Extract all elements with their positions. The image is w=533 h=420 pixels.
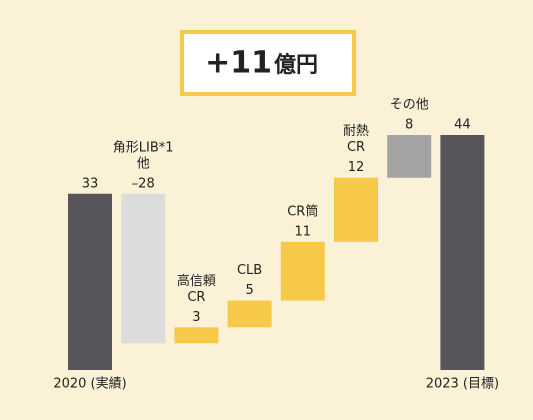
category-label: CR	[347, 140, 365, 155]
value-label: 3	[192, 310, 200, 325]
category-label: 2020 (実績)	[53, 376, 126, 392]
value-label: 33	[82, 176, 99, 191]
category-label: CLB	[237, 263, 262, 278]
category-label: 角形LIB*1	[113, 140, 174, 155]
value-label: –28	[132, 176, 155, 191]
category-label: 2023 (目標)	[426, 377, 499, 392]
bar	[440, 135, 485, 370]
bar	[334, 177, 378, 242]
value-label: 12	[348, 160, 365, 175]
bar	[280, 241, 325, 301]
value-label: 44	[454, 118, 471, 133]
headline-unit: 億円	[274, 52, 318, 78]
category-label: その他	[390, 98, 429, 113]
bar	[121, 193, 166, 344]
value-label: 8	[405, 118, 413, 133]
category-label: 他	[137, 156, 150, 171]
headline-box	[180, 30, 356, 96]
bar	[227, 300, 272, 328]
value-label: 5	[245, 283, 253, 298]
bar	[387, 135, 432, 178]
headline-value: +11	[205, 46, 272, 81]
bar	[68, 193, 112, 370]
category-label: CR	[187, 290, 205, 305]
bar	[174, 327, 219, 344]
value-label: 11	[295, 224, 312, 239]
category-label: CR筒	[287, 203, 318, 219]
category-label: 高信頼	[177, 273, 216, 289]
category-label: 耐熱	[343, 124, 369, 139]
